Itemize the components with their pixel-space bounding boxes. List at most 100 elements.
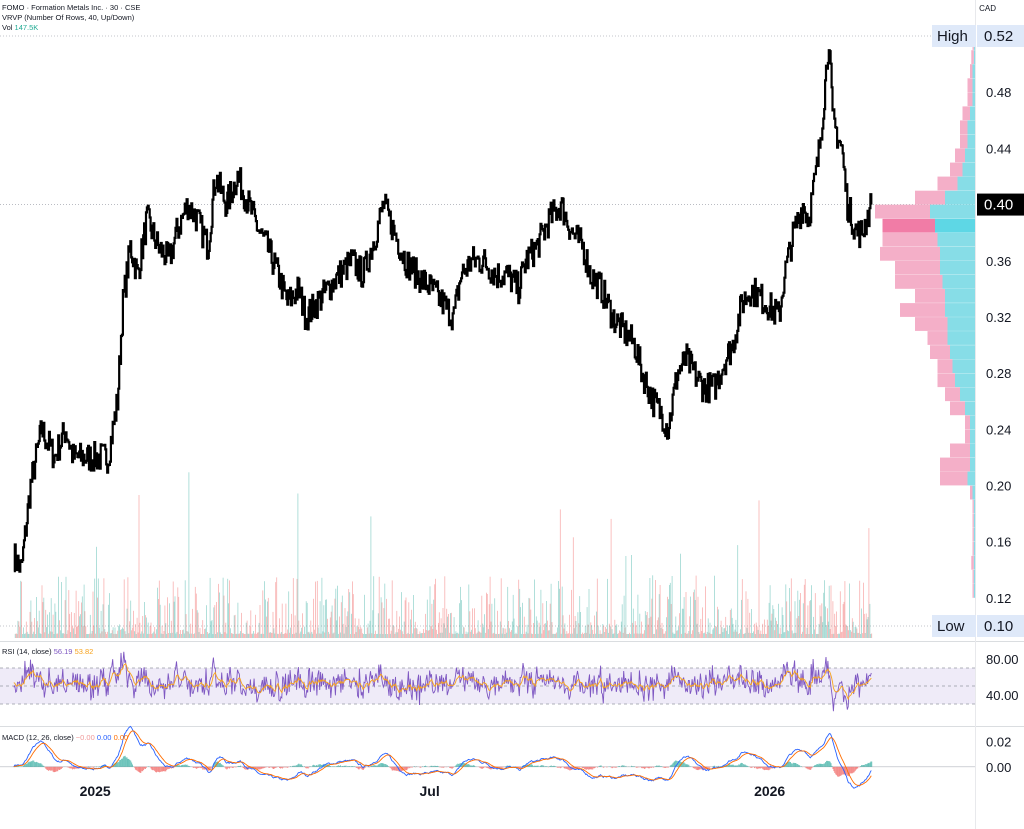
macd-histogram-bar — [436, 766, 437, 767]
volume-bar — [583, 634, 584, 638]
volume-bar — [531, 633, 533, 638]
macd-histogram-bar — [164, 766, 166, 772]
volume-bar — [259, 605, 261, 638]
volume-bar — [547, 630, 549, 638]
volume-bar — [718, 634, 720, 638]
vrvp-legend[interactable]: VRVP (Number Of Rows, 40, Up/Down) — [2, 13, 135, 22]
volume-bar — [730, 608, 732, 638]
volume-bar — [197, 612, 199, 638]
volume-bar — [59, 620, 60, 638]
volume-bar — [148, 633, 150, 638]
volume-bar — [271, 632, 273, 638]
macd-histogram-bar — [29, 762, 31, 767]
macd-histogram-bar — [799, 765, 801, 767]
volume-bar — [682, 608, 684, 638]
macd-histogram-bar — [814, 765, 815, 767]
macd-histogram-bar — [736, 765, 738, 767]
volume-bar — [250, 610, 252, 638]
rsi-value: 56.19 — [53, 647, 73, 656]
macd-histogram-bar — [379, 763, 381, 767]
volume-bar — [566, 631, 568, 638]
volume-bar — [73, 613, 75, 638]
macd-histogram-bar — [651, 766, 653, 768]
macd-histogram-bar — [118, 761, 120, 767]
low-tag-value-box — [977, 615, 1024, 637]
macd-histogram-bar — [586, 766, 588, 769]
volume-bar — [518, 579, 520, 638]
macd-histogram-bar — [452, 766, 454, 768]
macd-histogram-bar — [58, 766, 60, 770]
volume-bar — [815, 634, 817, 638]
macd-histogram-bar — [183, 764, 185, 767]
volume-bar — [464, 634, 466, 638]
macd-histogram-bar — [730, 764, 732, 767]
macd-histogram-bar — [818, 763, 820, 767]
macd-histogram-bar — [217, 761, 218, 767]
macd-histogram-bar — [380, 763, 382, 767]
volume-bar — [378, 576, 380, 638]
currency-label[interactable]: CAD — [979, 4, 996, 13]
macd-histogram-bar — [563, 766, 565, 769]
volume-bar — [84, 611, 86, 638]
volume-bar — [636, 633, 638, 638]
volume-bar — [304, 634, 306, 638]
macd-histogram-bar — [650, 766, 652, 768]
macd-histogram-bar — [502, 766, 504, 768]
macd-histogram-bar — [466, 764, 468, 767]
macd-histogram-bar — [488, 766, 490, 769]
macd-histogram-bar — [618, 766, 619, 767]
volume-bar — [869, 603, 871, 638]
time-axis[interactable]: 2025 Jul 2026 — [80, 783, 786, 799]
vrvp-up-bar — [973, 541, 976, 556]
macd-histogram-bar — [685, 764, 687, 767]
rsi-legend[interactable]: RSI (14, close) 56.19 53.82 — [2, 647, 93, 656]
volume-bar — [243, 634, 245, 638]
volume-bar — [444, 576, 446, 638]
volume-bar — [361, 628, 363, 638]
volume-bar — [472, 608, 473, 638]
volume-bar — [47, 614, 48, 638]
vrvp-down-bar — [970, 485, 973, 500]
macd-histogram-bar — [707, 766, 709, 768]
symbol-legend[interactable]: FOMO · Formation Metals Inc. · 30 · CSE … — [2, 3, 140, 33]
volume-bar — [204, 629, 205, 638]
volume-bar — [113, 633, 115, 638]
macd-histogram-bar — [229, 766, 230, 769]
macd-histogram-bar — [850, 766, 851, 774]
macd-histogram-bar — [645, 766, 647, 768]
macd-histogram-bar — [126, 757, 128, 767]
macd-histogram-bar — [225, 766, 227, 769]
volume-bar — [796, 618, 798, 638]
price-line-series[interactable] — [13, 49, 873, 573]
volume-bar — [646, 612, 648, 638]
volume-bar — [369, 620, 371, 638]
macd-histogram-bar — [577, 766, 579, 768]
symbol-title[interactable]: FOMO · Formation Metals Inc. · 30 · CSE — [2, 3, 141, 12]
macd-histogram-bar — [124, 755, 126, 767]
macd-histogram-bar — [390, 766, 392, 770]
volume-bar — [265, 599, 266, 638]
macd-histogram-bar — [585, 766, 587, 770]
volume-bar — [639, 613, 641, 638]
vrvp-up-bar — [973, 584, 976, 598]
macd-histogram-bar — [473, 765, 474, 767]
macd-pane[interactable]: 0.000.02 — [0, 725, 1011, 789]
macd-histogram-bar — [632, 766, 634, 767]
macd-histogram-bar — [479, 766, 481, 768]
volume-bar — [342, 623, 344, 638]
macd-histogram-bar — [757, 766, 759, 769]
volume-bar — [814, 593, 816, 638]
volume-bar — [233, 615, 235, 638]
volume-legend[interactable]: Vol 147.5K — [2, 23, 140, 33]
volume-bar — [94, 578, 96, 638]
volume-bar — [134, 624, 136, 638]
volume-bar — [724, 628, 726, 638]
price-axis[interactable]: 0.120.160.200.240.280.320.360.400.440.48 — [986, 85, 1011, 606]
volume-bar — [836, 611, 837, 638]
vrvp-down-bar — [955, 148, 965, 163]
macd-histogram-bar — [647, 766, 649, 769]
macd-histogram-bar — [532, 765, 534, 767]
macd-legend[interactable]: MACD (12, 26, close) −0.00 0.00 0.00 — [2, 733, 128, 742]
